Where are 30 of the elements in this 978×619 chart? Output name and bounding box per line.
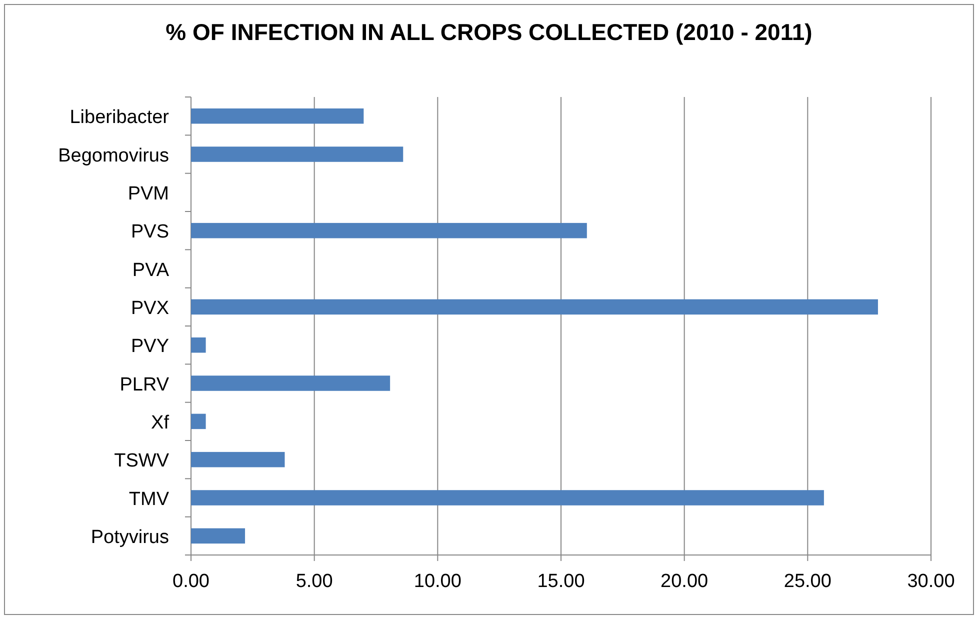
bar bbox=[191, 146, 404, 162]
bar bbox=[191, 222, 587, 238]
y-tick-label: PVX bbox=[130, 298, 170, 319]
bar bbox=[191, 490, 824, 506]
y-tick-label: PVY bbox=[130, 336, 170, 358]
y-tick-label: PVA bbox=[132, 260, 170, 281]
x-tick-label: 0.00 bbox=[172, 571, 210, 592]
bar bbox=[191, 299, 878, 315]
x-tick-label: 25.00 bbox=[784, 571, 832, 592]
bar bbox=[191, 528, 246, 544]
x-tick-label: 15.00 bbox=[537, 571, 585, 592]
y-tick-label: PLRV bbox=[120, 374, 170, 396]
y-tick-label: PVS bbox=[130, 222, 169, 243]
x-tick-label: 10.00 bbox=[414, 571, 462, 592]
y-tick-label: Liberibacter bbox=[70, 107, 170, 128]
chart-title: % OF INFECTION IN ALL CROPS COLLECTED (2010 - 2011) bbox=[166, 19, 812, 45]
x-tick-label: 20.00 bbox=[660, 571, 708, 592]
bar bbox=[191, 452, 285, 468]
bar bbox=[191, 376, 390, 391]
y-tick-label: PVM bbox=[128, 183, 169, 204]
y-tick-label: Xf bbox=[151, 412, 170, 434]
bar bbox=[191, 108, 364, 124]
y-tick-label: TMV bbox=[128, 488, 170, 510]
y-tick-label: Potyvirus bbox=[90, 526, 169, 548]
x-tick-label: 5.00 bbox=[296, 571, 333, 592]
x-tick-label: 30.00 bbox=[907, 571, 955, 592]
y-tick-label: TSWV bbox=[114, 450, 170, 472]
bar bbox=[191, 337, 206, 353]
y-tick-label: Begomovirus bbox=[58, 145, 169, 166]
bar bbox=[191, 414, 206, 430]
